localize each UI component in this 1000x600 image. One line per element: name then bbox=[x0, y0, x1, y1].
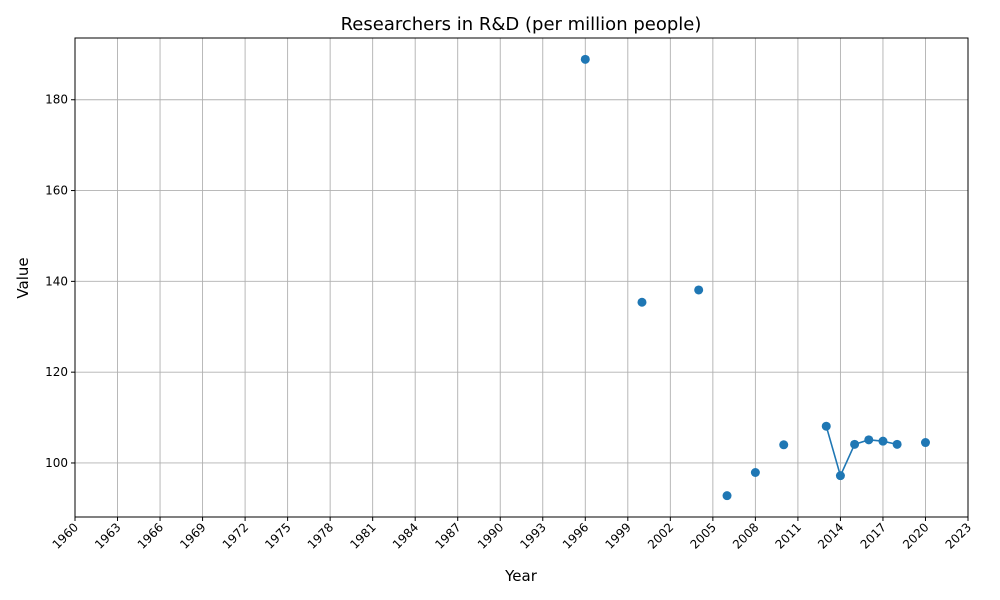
x-tick-label: 2005 bbox=[687, 520, 718, 551]
y-tick-label: 160 bbox=[45, 184, 68, 198]
data-point bbox=[892, 439, 902, 449]
x-tick-label: 2017 bbox=[858, 520, 889, 551]
x-tick-label: 1978 bbox=[305, 520, 336, 551]
plot-frame bbox=[74, 37, 969, 518]
x-tick-label: 2008 bbox=[730, 520, 761, 551]
data-point bbox=[722, 491, 732, 501]
x-tick-label: 1987 bbox=[432, 520, 463, 551]
x-tick-label: 2023 bbox=[943, 520, 974, 551]
grid bbox=[74, 38, 969, 517]
series-layer bbox=[580, 54, 930, 501]
y-tick-label: 100 bbox=[45, 456, 68, 470]
x-tick-label: 2011 bbox=[773, 520, 804, 551]
x-tick-label: 2014 bbox=[815, 520, 846, 551]
y-tick-label: 140 bbox=[45, 274, 68, 288]
data-point bbox=[580, 54, 590, 64]
x-tick-label: 1969 bbox=[177, 520, 208, 551]
data-point bbox=[637, 297, 647, 307]
series-line-segment bbox=[839, 444, 856, 477]
data-point bbox=[920, 438, 930, 448]
x-tick-label: 1981 bbox=[347, 520, 378, 551]
data-point bbox=[878, 436, 888, 446]
data-point bbox=[821, 421, 831, 431]
x-tick-label: 1984 bbox=[390, 520, 421, 551]
y-axis-label: Value bbox=[14, 257, 32, 298]
data-point bbox=[694, 285, 704, 295]
data-point bbox=[779, 440, 789, 450]
data-point bbox=[864, 435, 874, 445]
x-tick-label: 1993 bbox=[517, 520, 548, 551]
data-point bbox=[835, 471, 845, 481]
data-point bbox=[850, 439, 860, 449]
x-axis-label: Year bbox=[504, 567, 538, 585]
x-tick-label: 1999 bbox=[602, 520, 633, 551]
x-tick-label: 1966 bbox=[135, 520, 166, 551]
x-tick-label: 1990 bbox=[475, 520, 506, 551]
y-tick-label: 180 bbox=[45, 93, 68, 107]
series-line-segment bbox=[825, 425, 842, 476]
y-tick-label: 120 bbox=[45, 365, 68, 379]
x-tick-label: 1996 bbox=[560, 520, 591, 551]
data-point bbox=[750, 468, 760, 478]
x-tick-label: 1960 bbox=[50, 520, 81, 551]
chart-title: Researchers in R&D (per million people) bbox=[341, 14, 702, 35]
x-tick-label: 1972 bbox=[220, 520, 251, 551]
y-axis-ticks: 100 120 140 160 180 bbox=[45, 93, 75, 470]
x-tick-label: 1975 bbox=[262, 520, 293, 551]
x-axis-ticks: 1960 1963 1966 1969 1972 1975 1978 1981 1984 1987… bbox=[50, 517, 974, 552]
x-tick-label: 2002 bbox=[645, 520, 676, 551]
x-tick-label: 2020 bbox=[900, 520, 931, 551]
x-tick-label: 1963 bbox=[92, 520, 123, 551]
